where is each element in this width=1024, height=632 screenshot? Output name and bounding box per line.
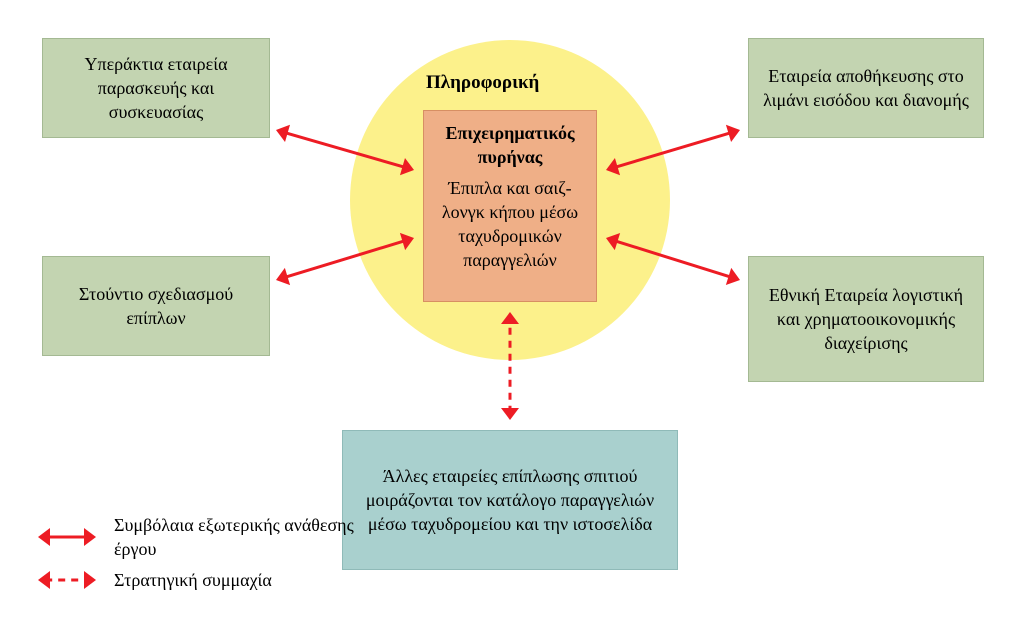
node-storage-distribution: Εταιρεία αποθήκευσης στο λιμάνι εισόδου … <box>748 38 984 138</box>
legend-arrow-dashed-icon <box>32 570 102 590</box>
core-box: Επιχειρηματικός πυρήνας Έπιπλα και σαιζ-… <box>423 110 597 302</box>
legend-arrow-solid-icon <box>32 527 102 547</box>
legend: Συμβόλαια εξωτερικής ανάθεσης έργου Στρα… <box>32 507 354 592</box>
legend-row-alliance: Στρατηγική συμμαχία <box>32 568 354 592</box>
node-accounting-finance: Εθνική Εταιρεία λογιστική και χρηματοοικ… <box>748 256 984 382</box>
node-design-studio: Στούντιο σχεδιασμού επίπλων <box>42 256 270 356</box>
legend-text-alliance: Στρατηγική συμμαχία <box>114 568 272 592</box>
node-other-furnishing: Άλλες εταιρείες επίπλωσης σπιτιού μοιράζ… <box>342 430 678 570</box>
legend-text-outsourcing: Συμβόλαια εξωτερικής ανάθεσης έργου <box>114 513 354 562</box>
node-offshore-manufacturing: Υπεράκτια εταιρεία παρασκευής και συσκευ… <box>42 38 270 138</box>
core-body: Έπιπλα και σαιζ-λονγκ κήπου μέσω ταχυδρο… <box>436 176 584 273</box>
legend-row-outsourcing: Συμβόλαια εξωτερικής ανάθεσης έργου <box>32 513 354 562</box>
circle-label: Πληροφορική <box>426 72 539 94</box>
diagram-canvas: Πληροφορική Επιχειρηματικός πυρήνας Έπιπ… <box>0 0 1024 632</box>
core-title: Επιχειρηματικός πυρήνας <box>436 121 584 170</box>
